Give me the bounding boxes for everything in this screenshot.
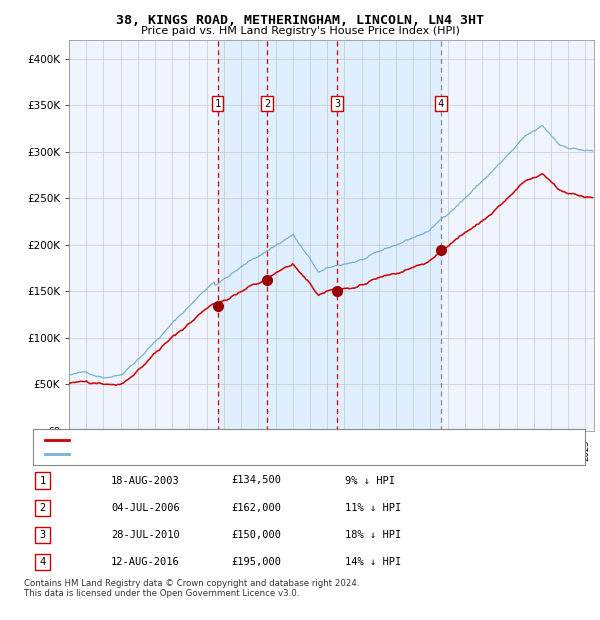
Text: £195,000: £195,000 [231,557,281,567]
Text: £134,500: £134,500 [231,476,281,485]
Text: 3: 3 [40,530,46,540]
Text: 4: 4 [438,99,444,108]
Text: 38, KINGS ROAD, METHERINGHAM, LINCOLN, LN4 3HT (detached house): 38, KINGS ROAD, METHERINGHAM, LINCOLN, L… [75,435,445,446]
Text: 2: 2 [40,503,46,513]
Text: 14% ↓ HPI: 14% ↓ HPI [345,557,401,567]
Text: 4: 4 [40,557,46,567]
Text: 04-JUL-2006: 04-JUL-2006 [111,503,180,513]
Text: Price paid vs. HM Land Registry's House Price Index (HPI): Price paid vs. HM Land Registry's House … [140,26,460,36]
Text: 12-AUG-2016: 12-AUG-2016 [111,557,180,567]
Text: 1: 1 [214,99,221,108]
Text: £150,000: £150,000 [231,530,281,540]
Text: 2: 2 [264,99,270,108]
Text: 11% ↓ HPI: 11% ↓ HPI [345,503,401,513]
Text: 18% ↓ HPI: 18% ↓ HPI [345,530,401,540]
Text: 9% ↓ HPI: 9% ↓ HPI [345,476,395,485]
Text: 1: 1 [40,476,46,485]
Text: 3: 3 [334,99,340,108]
Text: Contains HM Land Registry data © Crown copyright and database right 2024.
This d: Contains HM Land Registry data © Crown c… [24,579,359,598]
Text: 18-AUG-2003: 18-AUG-2003 [111,476,180,485]
Text: 28-JUL-2010: 28-JUL-2010 [111,530,180,540]
Text: 38, KINGS ROAD, METHERINGHAM, LINCOLN, LN4 3HT: 38, KINGS ROAD, METHERINGHAM, LINCOLN, L… [116,14,484,27]
Text: £162,000: £162,000 [231,503,281,513]
Bar [218,40,441,431]
Text: HPI: Average price, detached house, North Kesteven: HPI: Average price, detached house, Nort… [75,450,369,459]
